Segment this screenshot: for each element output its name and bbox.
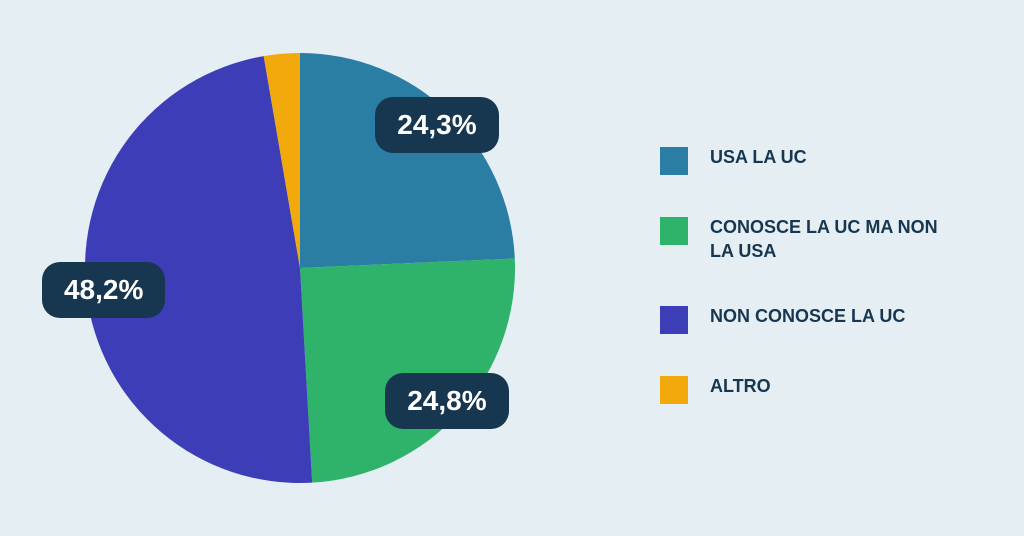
legend-swatch-altro <box>660 376 688 404</box>
legend-label-nonconosce: NON CONOSCE LA UC <box>710 304 905 328</box>
legend-label-altro: ALTRO <box>710 374 771 398</box>
legend: USA LA UC CONOSCE LA UC MA NON LA USA NON … <box>660 145 1000 444</box>
legend-item-conosce: CONOSCE LA UC MA NON LA USA <box>660 215 1000 264</box>
legend-swatch-usa <box>660 147 688 175</box>
legend-item-altro: ALTRO <box>660 374 1000 404</box>
legend-item-nonconosce: NON CONOSCE LA UC <box>660 304 1000 334</box>
legend-label-conosce: CONOSCE LA UC MA NON LA USA <box>710 215 960 264</box>
pie-label-usa: 24,3% <box>375 97 498 153</box>
pie-label-conosce: 24,8% <box>385 373 508 429</box>
legend-swatch-nonconosce <box>660 306 688 334</box>
legend-item-usa: USA LA UC <box>660 145 1000 175</box>
pie-label-nonconosce: 48,2% <box>42 262 165 318</box>
pie-slice-usa <box>300 53 515 268</box>
pie-slice-conosce <box>300 259 515 483</box>
legend-label-usa: USA LA UC <box>710 145 807 169</box>
legend-swatch-conosce <box>660 217 688 245</box>
